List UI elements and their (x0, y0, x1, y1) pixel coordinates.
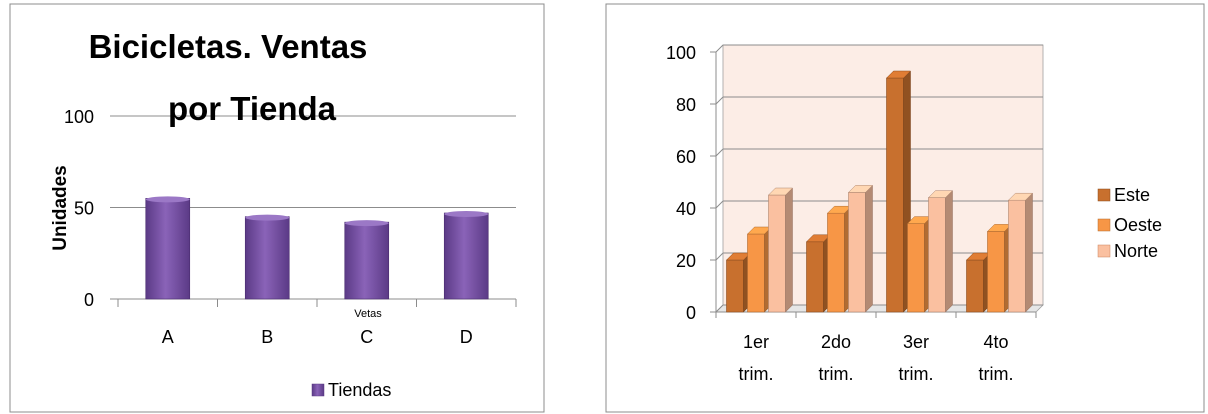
right-bar-front (827, 212, 845, 313)
right-bar-front (1008, 199, 1026, 313)
left-chart: Bicicletas. Ventas por Tienda Unidades V… (50, 28, 517, 400)
right-bar-side (785, 187, 793, 313)
legend-swatch-norte (1097, 244, 1111, 258)
left-y-axis-label: Unidades (50, 165, 71, 251)
right-bar-front (966, 259, 984, 313)
left-x-tick-label: A (162, 327, 174, 347)
right-x-tick-label: trim. (899, 364, 934, 384)
right-gridline-side (715, 304, 724, 313)
right-bar-top (767, 187, 794, 196)
left-legend-swatch (311, 383, 325, 397)
left-bar (145, 198, 191, 300)
right-y-tick-label: 40 (676, 199, 696, 219)
right-bar-front (928, 197, 946, 313)
left-bar-top (444, 210, 489, 217)
left-x-axis-label: Vetas (354, 308, 382, 320)
right-bar-front (768, 194, 786, 313)
right-bar-top (1007, 192, 1034, 201)
left-bar (443, 212, 489, 300)
left-bar-top (344, 220, 389, 227)
right-bar-front (726, 259, 744, 313)
left-y-tick-label: 50 (74, 199, 94, 219)
right-x-tick-label: 3er (903, 332, 929, 352)
right-x-tick-label: 4to (983, 332, 1008, 352)
right-bar-front (806, 241, 824, 313)
right-bar-top (847, 185, 874, 193)
legend-swatch-oeste (1097, 218, 1111, 232)
legend-swatch-este (1097, 188, 1111, 202)
left-x-tick-label: D (460, 327, 473, 347)
right-y-tick-label: 80 (676, 95, 696, 115)
right-bar-front (848, 192, 866, 313)
right-bar-side (865, 184, 873, 313)
left-legend-label: Tiendas (328, 380, 391, 400)
legend-label-norte: Norte (1114, 241, 1158, 261)
legend-label-este: Este (1114, 185, 1150, 205)
right-gridline-side (715, 252, 724, 261)
left-title-line2: por Tienda (168, 90, 337, 127)
right-bar-top (885, 70, 912, 79)
left-y-tick-label: 100 (64, 107, 94, 127)
right-x-tick-label: trim. (979, 364, 1014, 384)
right-x-tick-label: trim. (739, 364, 774, 384)
right-y-tick-label: 0 (686, 303, 696, 323)
right-x-tick-label: trim. (819, 364, 854, 384)
left-x-tick-label: B (261, 327, 273, 347)
right-y-tick-label: 60 (676, 147, 696, 167)
left-bar-top (245, 214, 290, 221)
left-bar-top (145, 196, 190, 203)
right-gridline-side (715, 200, 724, 209)
right-chart: 0 20 40 60 80 100 1er trim. 2do trim. 3er trim. 4to t… (666, 43, 1162, 384)
right-y-tick-label: 100 (666, 43, 696, 63)
right-bar-side (1025, 192, 1033, 313)
right-bar-side (945, 189, 953, 313)
right-bar-front (987, 231, 1005, 313)
left-y-tick-label: 0 (84, 290, 94, 310)
right-bar-front (907, 223, 925, 313)
right-bar-front (886, 77, 904, 313)
right-gridline-side (715, 148, 724, 157)
left-title-line1: Bicicletas. Ventas (89, 28, 368, 65)
left-legend: Tiendas (311, 380, 391, 400)
right-bar-top (927, 190, 954, 198)
left-bar (244, 216, 290, 300)
left-x-tick-label: C (360, 327, 373, 347)
right-x-tick-label: 2do (821, 332, 851, 352)
right-bar-front (747, 233, 765, 313)
legend-label-oeste: Oeste (1114, 215, 1162, 235)
right-x-tick-label: 1er (743, 332, 769, 352)
right-legend: Este Oeste Norte (1097, 185, 1162, 261)
left-bar (344, 221, 390, 300)
right-y-tick-label: 20 (676, 251, 696, 271)
right-gridline-side (715, 44, 724, 53)
right-gridline-side (715, 96, 724, 105)
